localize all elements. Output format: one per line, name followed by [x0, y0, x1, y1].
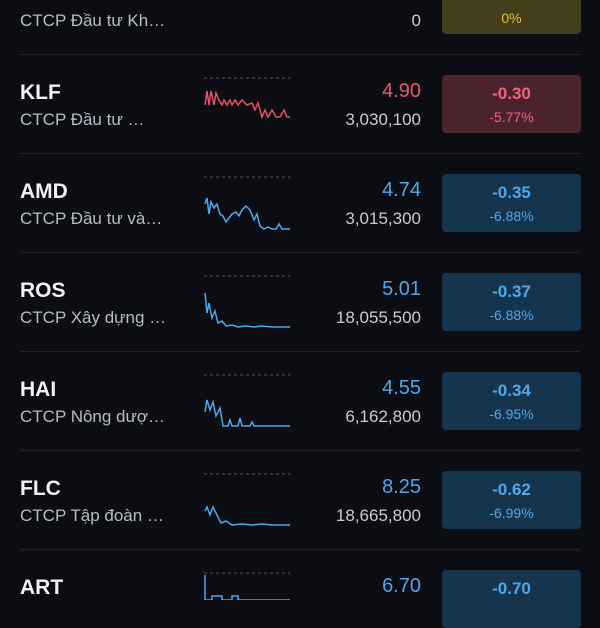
volume: 6,162,800 [345, 407, 421, 426]
change-percent: -6.99% [489, 505, 534, 521]
sparkline [204, 572, 290, 600]
ticker: HAI [20, 378, 57, 401]
sparkline [204, 275, 290, 328]
change-badge [442, 75, 581, 133]
divider [20, 351, 580, 352]
change-badge [442, 0, 581, 34]
divider [20, 153, 580, 154]
ticker: ART [20, 576, 64, 599]
price: 5.01 [382, 278, 421, 300]
sparkline [204, 473, 290, 526]
price: 8.25 [382, 476, 421, 498]
volume: 18,055,500 [335, 308, 421, 327]
company-name: CTCP Đầu tư … [20, 110, 145, 129]
ticker: ROS [20, 279, 66, 302]
volume: 18,665,800 [335, 506, 421, 525]
change-percent: -6.95% [489, 406, 534, 422]
change-percent: 0% [501, 10, 522, 26]
price: 6.70 [382, 575, 421, 597]
price: 4.74 [382, 179, 421, 201]
change-badge [442, 174, 581, 232]
change-badge [442, 372, 581, 430]
ticker: FLC [20, 477, 61, 500]
change-percent: -5.77% [489, 109, 534, 125]
change: -0.62 [492, 480, 531, 499]
change-percent: -6.88% [489, 307, 534, 323]
sparkline [204, 374, 290, 427]
divider [20, 450, 580, 451]
ticker: KLF [20, 81, 61, 104]
company-name: CTCP Đầu tư và… [20, 209, 163, 228]
price: 4.55 [382, 377, 421, 399]
divider [20, 252, 580, 253]
volume: 3,015,300 [345, 209, 421, 228]
change: -0.35 [492, 183, 531, 202]
change: -0.70 [492, 579, 531, 598]
change: -0.30 [492, 84, 531, 103]
volume: 0 [411, 11, 421, 30]
divider [20, 549, 580, 550]
sparkline [204, 176, 290, 230]
change-percent: -6.88% [489, 208, 534, 224]
divider [20, 54, 580, 55]
sparkline [204, 77, 290, 120]
company-name: CTCP Nông dượ… [20, 407, 166, 426]
screen: (() => { const data = JSON.parse(documen… [20, 0, 581, 628]
ticker: AMD [20, 180, 68, 203]
change: -0.37 [492, 282, 531, 301]
company-name: CTCP Xây dựng … [20, 308, 167, 327]
price: 4.90 [382, 80, 421, 102]
company-name: CTCP Đầu tư Kh… [20, 11, 166, 30]
company-name: CTCP Tập đoàn … [20, 506, 164, 525]
change: -0.34 [492, 381, 531, 400]
change-badge [442, 471, 581, 529]
volume: 3,030,100 [345, 110, 421, 129]
change-badge [442, 273, 581, 331]
